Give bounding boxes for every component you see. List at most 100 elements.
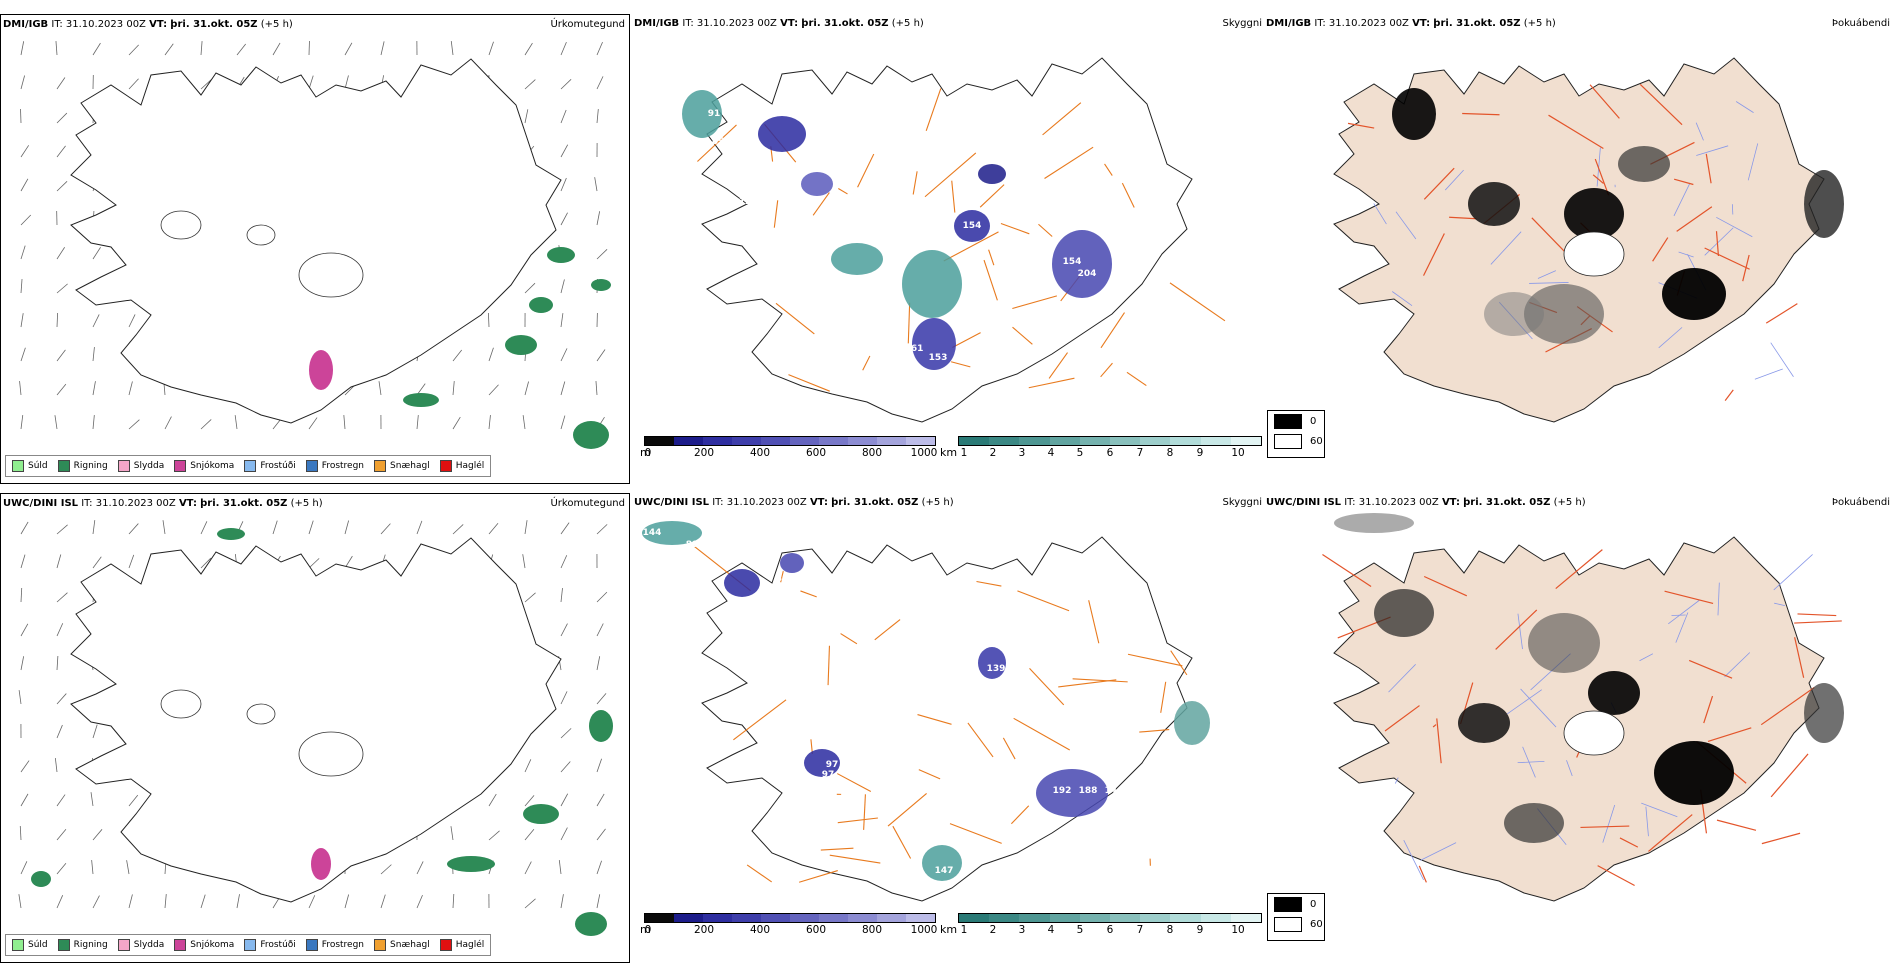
wind-barb: [453, 350, 462, 361]
wind-barb: [21, 555, 25, 568]
wind-barb: [561, 828, 567, 840]
wind-barb: [57, 284, 68, 293]
wind-barb: [57, 725, 62, 738]
fog-area: [1654, 741, 1734, 805]
legend-hail: Haglél: [440, 460, 485, 472]
fog-map-dmi[interactable]: [1264, 14, 1894, 484]
wind-barb: [561, 794, 568, 806]
wind-barb: [489, 42, 494, 55]
wind-barb: [129, 524, 138, 534]
road: [1762, 833, 1800, 843]
cloud-area: [831, 243, 883, 275]
wind-barb: [525, 283, 535, 293]
road: [1798, 614, 1837, 616]
legend-drizzle: Súld: [12, 460, 48, 472]
wind-barb: [561, 894, 563, 908]
precip-map-uwc[interactable]: [1, 494, 630, 944]
fog-area: [1804, 170, 1844, 238]
wind-barb: [488, 313, 489, 327]
wind-barb: [489, 415, 490, 429]
wind-barb: [597, 211, 600, 225]
wind-barb: [561, 691, 567, 704]
wind-barb: [127, 860, 129, 874]
wind-barb: [57, 350, 65, 361]
wind-barb: [93, 347, 94, 361]
wind-barb: [344, 415, 345, 429]
wind-barb: [559, 860, 561, 874]
map-title: Úrkomutegund: [550, 19, 625, 30]
wind-barb: [92, 860, 93, 874]
cloud-area: [978, 647, 1006, 679]
visibility-scale-uwc: 1 2 3 4 5 6 7 8 9 10 km: [958, 913, 1262, 947]
wind-barb: [309, 418, 317, 429]
cloud-base-scale-uwc: 0 200 400 600 800 1000 m: [644, 913, 936, 947]
wind-barb: [21, 588, 22, 602]
wind-barb: [597, 693, 606, 704]
cloud-base-label: 153: [929, 353, 948, 363]
wind-barb: [525, 381, 529, 395]
wind-barb: [309, 895, 315, 908]
map-header: UWC/DINI ISL IT: 31.10.2023 00Z VT: þri.…: [3, 498, 323, 509]
wind-barb: [525, 80, 535, 89]
wind-barb: [561, 416, 565, 429]
wind-barb: [453, 417, 460, 429]
wind-barb: [57, 593, 67, 602]
river: [1774, 554, 1813, 589]
wind-barb: [57, 829, 66, 840]
river: [1771, 343, 1794, 377]
wind-barb: [525, 862, 531, 874]
wind-barb: [57, 694, 66, 704]
visibility-unit: km: [940, 446, 957, 459]
cloud-area: [758, 116, 806, 152]
wind-barb: [561, 728, 571, 738]
fog-area: [1468, 182, 1520, 226]
precip-type-legend: Súld Rigning Slydda Snjókoma Frostúði Fr…: [5, 455, 491, 477]
wind-barb: [381, 41, 384, 55]
wind-barb: [417, 415, 418, 429]
wind-barb: [21, 179, 28, 191]
wind-barb: [597, 76, 603, 89]
precip-map-dmi[interactable]: [1, 15, 630, 484]
precip-area: [547, 247, 575, 263]
fog-map-panel-dmi: DMI/IGB IT: 31.10.2023 00Z VT: þri. 31.o…: [1264, 14, 1894, 484]
wind-barb: [561, 178, 566, 191]
wind-barb: [201, 895, 205, 908]
wind-barb: [93, 557, 101, 568]
wind-barb: [129, 45, 139, 55]
cloud-base-label: 91: [708, 109, 721, 119]
wind-barb: [237, 44, 246, 55]
wind-barb: [21, 75, 25, 89]
cloud-base-scale-dmi: 0 200 400 600 800 1000 m: [644, 436, 936, 470]
legend-rain: Rigning: [58, 460, 108, 472]
wind-barb: [345, 43, 352, 55]
wind-barb: [489, 523, 498, 534]
map-title: Úrkomutegund: [550, 498, 625, 509]
cloud-base-label: 97: [822, 770, 835, 780]
wind-barb: [561, 382, 565, 395]
wind-barb: [93, 43, 100, 55]
wind-barb: [597, 524, 607, 534]
legend-snow: Snjókoma: [174, 460, 234, 472]
road: [1170, 283, 1225, 321]
road: [1049, 353, 1067, 379]
wind-barb: [237, 894, 240, 908]
road: [747, 865, 772, 882]
wind-barb: [21, 761, 29, 772]
fog-area: [1618, 146, 1670, 182]
wind-barb: [21, 313, 23, 327]
wind-barb: [561, 555, 567, 568]
road: [1725, 390, 1733, 401]
wind-barb: [417, 895, 423, 908]
wind-barb: [57, 181, 67, 191]
map-title: Þokuábendi: [1832, 497, 1890, 508]
cloud-base-label: 85: [712, 137, 725, 147]
fog-map-uwc[interactable]: [1264, 493, 1894, 943]
wind-barb: [93, 314, 99, 327]
wind-barb: [21, 415, 23, 429]
map-title: Þokuábendi: [1832, 18, 1890, 29]
wind-barb: [597, 109, 598, 123]
wind-barb: [597, 829, 606, 840]
cloud-base-unit: m: [640, 923, 651, 936]
